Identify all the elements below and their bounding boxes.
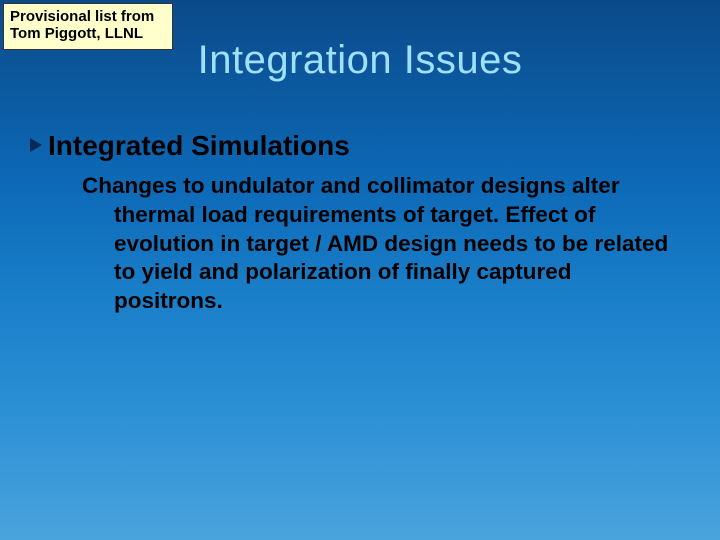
body-paragraph: Changes to undulator and collimator desi… [82,172,670,316]
slide-title: Integration Issues [0,38,720,83]
bullet-row: Integrated Simulations [30,130,690,162]
bullet-body: Changes to undulator and collimator desi… [82,172,690,316]
arrow-icon [30,138,42,152]
tag-line-1: Provisional list from [10,8,164,25]
content-area: Integrated Simulations Changes to undula… [30,130,690,316]
bullet-heading: Integrated Simulations [48,130,350,162]
